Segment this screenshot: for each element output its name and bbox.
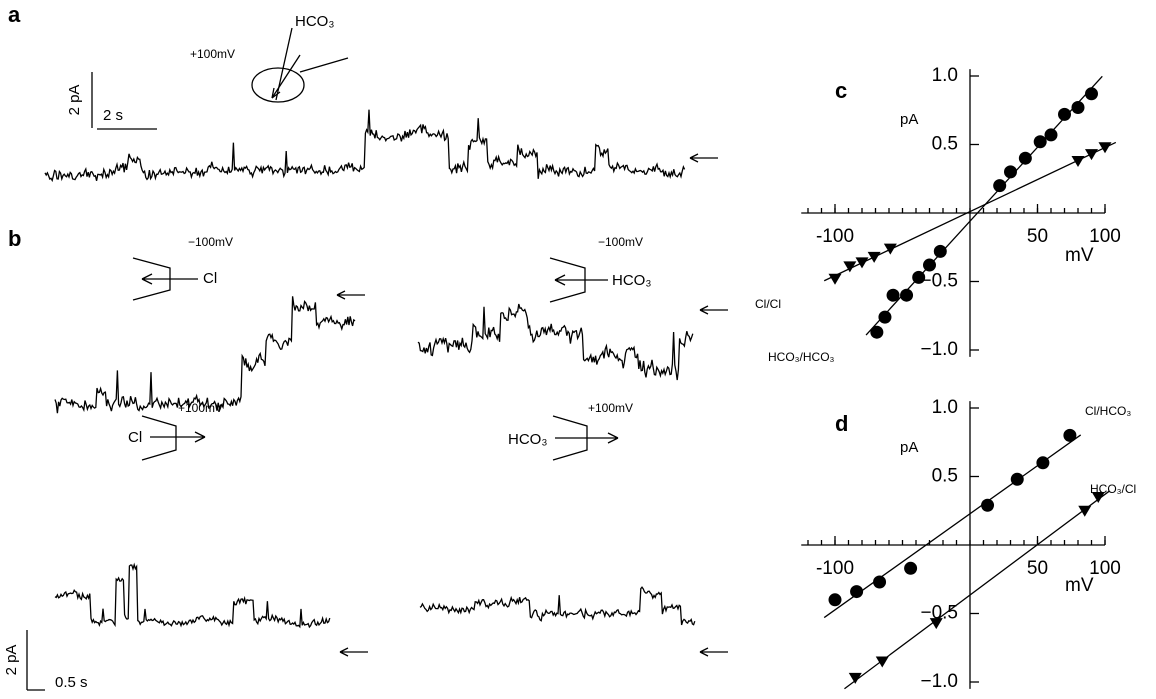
point — [1045, 128, 1058, 141]
point — [900, 289, 913, 302]
series-label: HCO₃/HCO₃ — [768, 350, 835, 364]
x-tick-label: 50 — [1027, 226, 1048, 247]
current-trace — [420, 587, 695, 625]
point — [1072, 156, 1085, 167]
scale-label: 2 pA — [3, 645, 20, 676]
baseline-arrow — [700, 648, 728, 656]
pipette — [133, 258, 198, 300]
x-axis-label: mV — [1065, 245, 1094, 266]
scale-label: 0.5 s — [55, 674, 88, 691]
point — [856, 257, 869, 268]
ion-label: HCO₃ — [295, 13, 334, 30]
point — [1085, 149, 1098, 160]
point — [1099, 142, 1112, 153]
point — [850, 585, 863, 598]
x-tick-label: 50 — [1027, 558, 1048, 579]
point — [829, 593, 842, 606]
x-tick-label: 100 — [1089, 558, 1121, 579]
baseline-arrow — [340, 648, 368, 656]
scale-label: 2 pA — [66, 85, 83, 116]
y-tick-label: 1.0 — [932, 65, 958, 86]
y-tick-label: −0.5 — [920, 271, 958, 292]
voltage-label: −100mV — [598, 235, 643, 249]
y-tick-label: 0.5 — [932, 466, 958, 487]
pipette — [550, 258, 608, 302]
point — [904, 562, 917, 575]
point — [884, 244, 897, 255]
y-axis-label: pA — [900, 439, 918, 456]
baseline-arrow — [690, 154, 718, 162]
point — [993, 179, 1006, 192]
current-trace — [55, 565, 330, 627]
voltage-label: +100mV — [190, 47, 235, 61]
point — [1011, 473, 1024, 486]
y-tick-label: 1.0 — [932, 397, 958, 418]
point — [1085, 87, 1098, 100]
point — [1063, 429, 1076, 442]
panel-label: a — [8, 2, 21, 27]
ion-label: Cl — [203, 270, 217, 287]
current-trace — [45, 110, 685, 181]
point — [1036, 456, 1049, 469]
point — [876, 656, 889, 667]
baseline-arrow — [337, 291, 365, 299]
voltage-label: +100mV — [588, 401, 633, 415]
point — [934, 245, 947, 258]
pipette — [553, 416, 618, 460]
point — [1078, 506, 1091, 517]
x-tick-label: -100 — [816, 226, 854, 247]
cell-schematic — [252, 28, 348, 102]
iv-plots: c pA mV -100 50 100 1.0 0.5 −0.5 −1.0 Cl/Cl HCO₃/HC… — [755, 65, 1136, 692]
point — [912, 271, 925, 284]
y-tick-label: 0.5 — [932, 134, 958, 155]
scale-label: 2 s — [103, 107, 123, 124]
panel-label: d — [835, 411, 848, 436]
point — [1092, 492, 1105, 503]
voltage-label: −100mV — [188, 235, 233, 249]
y-tick-label: −1.0 — [920, 671, 958, 692]
point — [1004, 165, 1017, 178]
point — [849, 673, 862, 684]
pipette — [142, 416, 205, 460]
y-tick-label: −1.0 — [920, 339, 958, 360]
ion-label: HCO₃ — [508, 431, 547, 448]
y-axis-label: pA — [900, 111, 918, 128]
point — [981, 499, 994, 512]
ion-label: HCO₃ — [612, 272, 651, 289]
point — [1058, 108, 1071, 121]
ion-label: Cl — [128, 429, 142, 446]
x-tick-label: 100 — [1089, 226, 1121, 247]
point — [829, 274, 842, 285]
series-label: Cl/HCO₃ — [1085, 404, 1131, 418]
point — [887, 289, 900, 302]
series-label: Cl/Cl — [755, 297, 781, 311]
baseline-arrow — [700, 306, 728, 314]
panel-label: c — [835, 78, 847, 103]
point — [923, 259, 936, 272]
current-traces — [45, 110, 728, 656]
point — [878, 311, 891, 324]
point — [1019, 152, 1032, 165]
point — [1034, 135, 1047, 148]
x-tick-label: -100 — [816, 558, 854, 579]
point — [870, 326, 883, 339]
figure: a +100mV HCO₃ 2 pA 2 s b −100mV Cl −100m… — [0, 0, 1156, 694]
point — [1072, 101, 1085, 114]
current-trace — [418, 304, 693, 380]
current-trace — [55, 296, 355, 413]
point — [873, 575, 886, 588]
point — [868, 252, 881, 263]
panel-label: b — [8, 226, 21, 251]
